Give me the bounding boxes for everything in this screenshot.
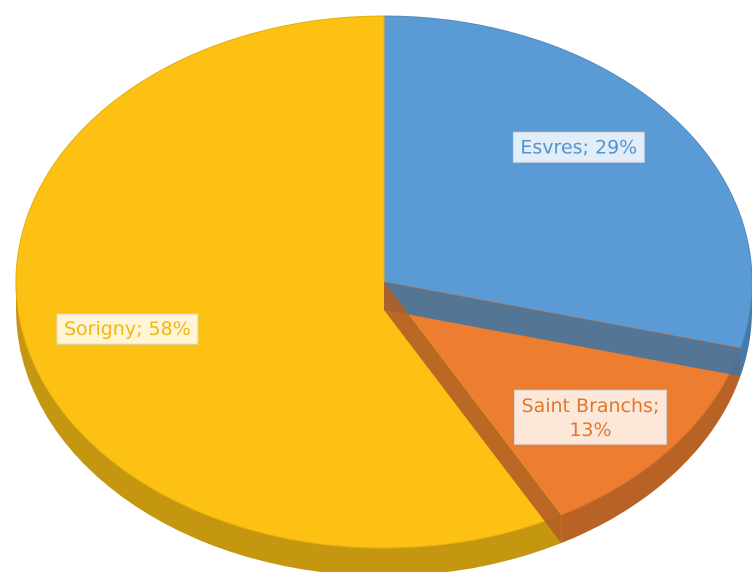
slice-side <box>16 282 562 572</box>
data-label-text: Sorigny; 58% <box>64 318 191 340</box>
data-label-box <box>56 313 199 345</box>
slice <box>15 15 563 549</box>
data-label: Esvres; 29% <box>512 131 645 163</box>
slice-wall <box>384 282 562 544</box>
data-label-text: Esvres; 29% <box>520 136 637 158</box>
data-label-box <box>514 389 667 445</box>
slice-wall <box>384 282 741 377</box>
data-label: Sorigny; 58% <box>56 313 199 345</box>
data-label-box <box>512 131 645 163</box>
data-label-text: Saint Branchs; 13% <box>522 394 660 440</box>
data-label: Saint Branchs; 13% <box>514 389 667 445</box>
